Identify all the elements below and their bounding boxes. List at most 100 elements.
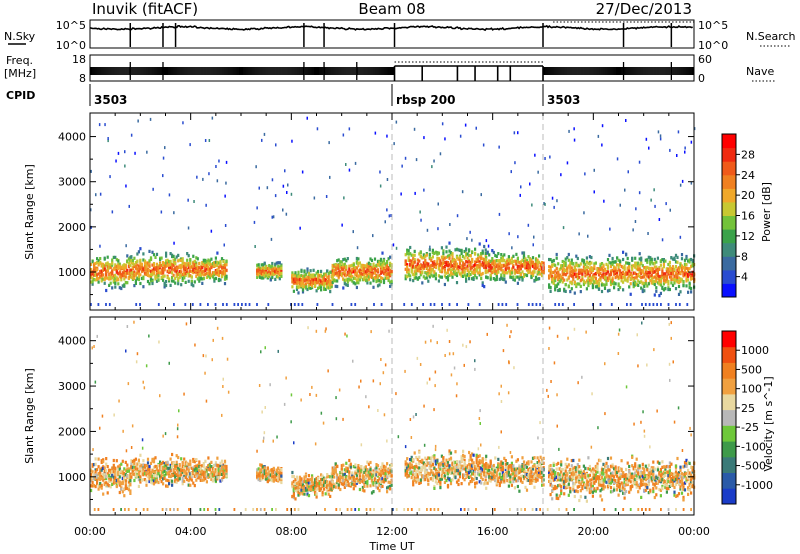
echo-cell bbox=[407, 268, 410, 272]
echo-cell bbox=[549, 155, 551, 159]
echo-cell bbox=[291, 271, 294, 275]
echo-cell bbox=[413, 266, 416, 270]
echo-cell bbox=[477, 253, 480, 257]
echo-cell bbox=[115, 473, 118, 477]
echo-cell bbox=[317, 272, 320, 276]
echo-cell bbox=[183, 273, 186, 277]
echo-cell bbox=[534, 262, 538, 266]
echo-cell bbox=[650, 257, 653, 261]
echo-cell bbox=[334, 263, 337, 267]
echo-cell bbox=[588, 278, 591, 282]
echo-cell bbox=[539, 303, 541, 306]
echo-cell bbox=[609, 264, 613, 269]
echo-cell bbox=[342, 277, 345, 281]
echo-cell bbox=[471, 250, 474, 254]
echo-cell bbox=[214, 461, 217, 465]
echo-cell bbox=[521, 258, 524, 262]
echo-cell bbox=[318, 282, 321, 286]
echo-cell bbox=[210, 265, 213, 270]
echo-cell bbox=[155, 279, 159, 283]
echo-cell bbox=[345, 278, 348, 282]
echo-cell bbox=[192, 254, 195, 258]
echo-cell bbox=[498, 277, 501, 281]
echo-cell bbox=[600, 283, 604, 287]
echo-cell bbox=[588, 262, 591, 266]
echo-cell bbox=[626, 303, 628, 306]
echo-cell bbox=[133, 472, 136, 476]
echo-cell bbox=[644, 258, 647, 262]
echo-cell bbox=[626, 261, 629, 265]
echo-cell bbox=[670, 271, 673, 275]
echo-cell bbox=[96, 276, 99, 280]
echo-cell bbox=[154, 456, 157, 460]
echo-cell bbox=[682, 271, 685, 275]
echo-cell bbox=[171, 265, 174, 269]
echo-cell bbox=[186, 464, 189, 468]
echo-cell bbox=[343, 270, 346, 274]
echo-cell bbox=[171, 279, 174, 283]
echo-cell bbox=[690, 277, 693, 281]
echo-cell bbox=[375, 279, 378, 284]
echo-cell bbox=[178, 273, 181, 277]
echo-cell bbox=[419, 273, 422, 277]
echo-cell bbox=[454, 261, 457, 265]
echo-cell bbox=[123, 266, 126, 270]
echo-cell bbox=[364, 276, 367, 280]
echo-cell bbox=[225, 467, 228, 471]
echo-cell bbox=[647, 282, 650, 286]
echo-cell bbox=[172, 464, 175, 468]
echo-cell bbox=[427, 262, 430, 266]
echo-cell bbox=[265, 265, 268, 269]
echo-cell bbox=[478, 262, 481, 266]
echo-cell bbox=[557, 273, 560, 278]
echo-cell bbox=[480, 193, 482, 197]
echo-cell bbox=[578, 268, 581, 272]
echo-cell bbox=[160, 470, 163, 474]
echo-cell bbox=[146, 150, 148, 154]
echo-cell bbox=[256, 303, 258, 306]
echo-cell bbox=[679, 263, 682, 267]
echo-cell bbox=[643, 284, 646, 288]
echo-cell bbox=[367, 277, 370, 281]
echo-cell bbox=[190, 473, 193, 477]
echo-cell bbox=[662, 272, 665, 276]
echo-cell bbox=[199, 470, 202, 474]
echo-cell bbox=[433, 303, 436, 306]
echo-cell bbox=[431, 263, 434, 267]
echo-cell bbox=[415, 265, 418, 269]
echo-cell bbox=[437, 227, 439, 231]
echo-cell bbox=[445, 245, 448, 249]
echo-cell bbox=[448, 267, 451, 271]
echo-cell bbox=[106, 255, 109, 259]
echo-cell bbox=[641, 289, 644, 294]
echo-cell bbox=[154, 255, 157, 259]
echo-cell bbox=[111, 482, 114, 486]
echo-cell bbox=[111, 269, 114, 273]
echo-cell bbox=[480, 273, 483, 277]
echo-cell bbox=[677, 292, 681, 296]
echo-cell bbox=[165, 264, 168, 268]
echo-cell bbox=[137, 250, 140, 254]
echo-cell bbox=[561, 280, 564, 284]
echo-cell bbox=[548, 276, 551, 280]
echo-cell bbox=[136, 467, 139, 471]
echo-cell bbox=[414, 191, 416, 195]
echo-cell bbox=[524, 261, 527, 266]
echo-cell bbox=[457, 270, 460, 274]
echo-cell bbox=[94, 261, 97, 266]
echo-cell bbox=[196, 277, 199, 281]
echo-cell bbox=[106, 269, 109, 273]
echo-cell bbox=[180, 266, 183, 270]
echo-cell bbox=[316, 303, 319, 306]
echo-cell bbox=[542, 269, 545, 273]
echo-cell bbox=[111, 276, 114, 280]
echo-cell bbox=[500, 268, 503, 272]
echo-cell bbox=[570, 282, 573, 286]
echo-cell bbox=[160, 268, 163, 272]
echo-cell bbox=[121, 476, 124, 480]
echo-cell bbox=[489, 266, 492, 270]
echo-cell bbox=[174, 466, 177, 471]
echo-cell bbox=[117, 266, 120, 270]
echo-cell bbox=[329, 175, 331, 179]
echo-cell bbox=[415, 276, 418, 280]
